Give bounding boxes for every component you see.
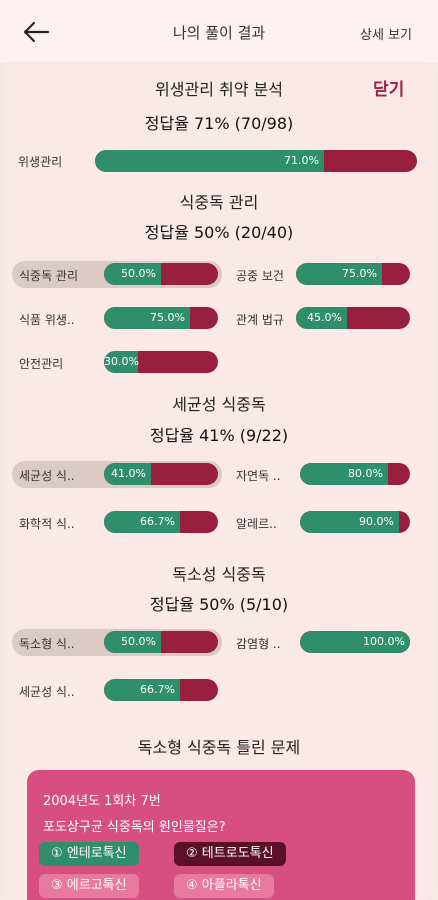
category-progress-bar[interactable]: 75.0% — [104, 307, 218, 329]
analysis-title: 위생관리 취약 분석 — [155, 80, 283, 99]
category-progress-value: 30.0% — [104, 355, 139, 368]
category-label: 세균성 식.. — [19, 685, 75, 699]
back-arrow-icon[interactable] — [22, 20, 50, 44]
category-label: 식품 위생.. — [19, 313, 75, 327]
category-progress-value: 75.0% — [342, 267, 377, 280]
category-progress-fill — [296, 263, 382, 285]
category-progress-bar[interactable]: 41.0% — [104, 463, 218, 485]
wrong-questions-title: 독소형 식중독 틀린 문제 — [137, 738, 301, 757]
category-progress-fill — [104, 463, 151, 485]
answer-option[interactable]: ④ 아플라톡신 — [174, 874, 274, 898]
category-progress-bar[interactable]: 50.0% — [104, 263, 218, 285]
overall-progress-fill — [95, 150, 324, 172]
section-rate: 정답율 50% (5/10) — [149, 595, 289, 614]
category-progress-value: 50.0% — [121, 267, 156, 280]
overall-progress-value: 71.0% — [284, 154, 319, 167]
close-button[interactable]: 닫기 — [373, 80, 405, 100]
category-progress-bar[interactable]: 90.0% — [300, 511, 410, 533]
overall-label: 위생관리 — [18, 155, 63, 169]
category-progress-value: 90.0% — [359, 515, 394, 528]
section-title: 독소성 식중독 — [172, 565, 266, 584]
category-progress-bar[interactable]: 50.0% — [104, 631, 218, 653]
category-progress-fill — [104, 511, 180, 533]
answer-option[interactable]: ③ 에르고톡신 — [39, 874, 139, 898]
section-title: 세균성 식중독 — [172, 395, 266, 414]
answer-option-correct[interactable]: ① 엔테로톡신 — [39, 842, 139, 866]
answer-option-selected-wrong[interactable]: ② 테트로도톡신 — [174, 842, 286, 866]
detail-view-button[interactable]: 상세 보기 — [360, 28, 412, 43]
wrong-question-card[interactable]: 2004년도 1회차 7번 포도상구균 식중독의 원인물질은? ① 엔테로톡신 … — [27, 770, 415, 900]
page-title: 나의 풀이 결과 — [172, 24, 266, 42]
section-rate: 정답율 41% (9/22) — [149, 426, 289, 445]
category-progress-fill — [296, 307, 347, 329]
category-label: 자연독 .. — [236, 469, 281, 483]
category-label: 화학적 식.. — [19, 517, 75, 531]
category-progress-bar[interactable]: 30.0% — [104, 351, 218, 373]
section-rate: 정답율 50% (20/40) — [144, 223, 294, 242]
category-progress-fill — [300, 511, 399, 533]
category-label: 안전관리 — [19, 357, 64, 371]
question-meta: 2004년도 1회차 7번 — [43, 794, 161, 809]
category-progress-bar[interactable]: 66.7% — [104, 511, 218, 533]
overall-rate: 정답율 71% (70/98) — [144, 114, 294, 133]
category-progress-bar[interactable]: 75.0% — [296, 263, 410, 285]
category-label: 공중 보건 — [236, 269, 284, 283]
category-label: 관계 법규 — [236, 313, 284, 327]
category-progress-value: 75.0% — [150, 311, 185, 324]
category-label: 알레르.. — [236, 517, 277, 531]
section-title: 식중독 관리 — [179, 193, 259, 212]
category-label: 식중독 관리 — [19, 269, 79, 283]
overall-progress-bar[interactable]: 71.0% — [95, 150, 417, 172]
category-progress-value: 66.7% — [140, 683, 175, 696]
category-progress-fill — [104, 631, 161, 653]
category-progress-value: 45.0% — [307, 311, 342, 324]
category-progress-fill — [300, 463, 388, 485]
category-progress-fill — [300, 631, 410, 653]
category-progress-bar[interactable]: 80.0% — [300, 463, 410, 485]
category-label: 독소형 식.. — [19, 637, 75, 651]
category-progress-value: 66.7% — [140, 515, 175, 528]
category-label: 세균성 식.. — [19, 469, 75, 483]
category-progress-value: 100.0% — [363, 635, 405, 648]
app-header: 나의 풀이 결과 상세 보기 — [0, 0, 438, 62]
category-progress-value: 50.0% — [121, 635, 156, 648]
category-progress-bar[interactable]: 66.7% — [104, 679, 218, 701]
category-progress-fill — [104, 679, 180, 701]
category-progress-bar[interactable]: 100.0% — [300, 631, 410, 653]
category-progress-bar[interactable]: 45.0% — [296, 307, 410, 329]
category-progress-fill — [104, 307, 190, 329]
category-progress-value: 80.0% — [348, 467, 383, 480]
category-progress-fill — [104, 351, 138, 373]
question-text: 포도상구균 식중독의 원인물질은? — [43, 820, 226, 835]
category-progress-fill — [104, 263, 161, 285]
category-progress-value: 41.0% — [111, 467, 146, 480]
category-label: 감염형 .. — [236, 637, 281, 651]
